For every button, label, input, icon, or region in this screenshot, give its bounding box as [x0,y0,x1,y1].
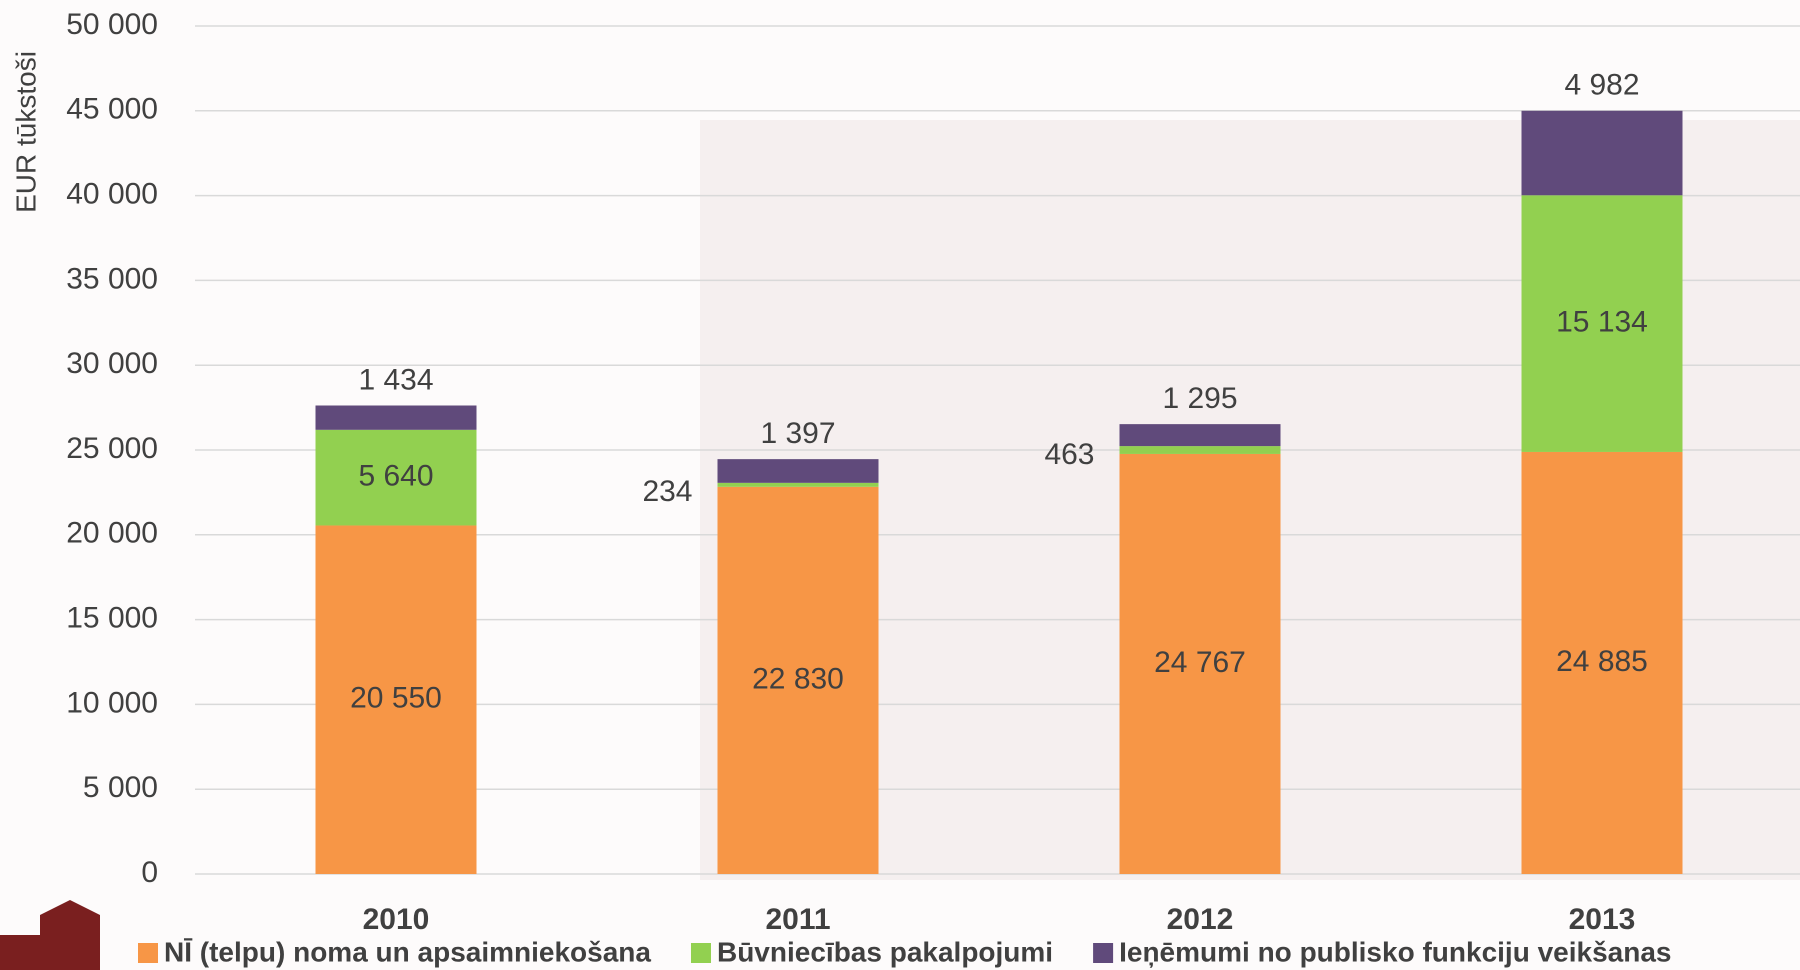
y-tick-label: 30 000 [66,347,158,380]
data-label: 22 830 [752,662,844,695]
data-label: 24 767 [1154,646,1246,679]
legend-label: NĪ (telpu) noma un apsaimniekošana [164,936,651,967]
data-label: 234 [642,475,692,508]
bar-segment [1119,446,1281,454]
data-label: 1 397 [760,417,835,450]
data-label: 463 [1044,438,1094,471]
data-label: 4 982 [1564,69,1639,102]
x-tick-label: 2010 [363,903,430,936]
bar-segment [1521,451,1683,874]
bar-segment [717,459,879,483]
bar-segment [315,405,477,430]
y-tick-label: 45 000 [66,93,158,126]
x-tick-label: 2012 [1167,903,1234,936]
y-axis-label: EUR tūkstoši [10,51,41,213]
data-label: 15 134 [1556,306,1648,339]
bar-segment [315,525,477,874]
legend-swatch [1093,943,1114,963]
data-label: 20 550 [350,682,442,715]
legend-swatch [690,943,711,963]
y-tick-label: 40 000 [66,178,158,211]
bar-segment [717,486,879,874]
legend-label: Būvniecības pakalpojumi [717,936,1053,967]
bar-segment [1119,424,1281,447]
y-tick-label: 25 000 [66,432,158,465]
y-tick-label: 5 000 [83,771,158,804]
legend-label: Ieņēmumi no publisko funkciju veikšanas [1119,936,1671,967]
data-label: 24 885 [1556,645,1648,678]
y-tick-label: 0 [141,856,158,889]
y-tick-label: 35 000 [66,262,158,295]
bar-segment [717,482,879,487]
x-tick-label: 2013 [1569,903,1636,936]
bar-segment [1119,453,1281,874]
y-tick-label: 10 000 [66,686,158,719]
logo [0,900,100,970]
y-tick-label: 15 000 [66,602,158,635]
y-tick-label: 50 000 [66,8,158,41]
bar-segment [1521,110,1683,196]
x-tick-label: 2011 [765,903,830,936]
bar-segment [1521,195,1683,452]
bar-segment [315,429,477,526]
data-label: 5 640 [358,460,433,493]
data-label: 1 295 [1162,382,1237,415]
data-label: 1 434 [358,363,433,396]
legend-swatch [138,943,158,963]
y-tick-label: 20 000 [66,517,158,550]
